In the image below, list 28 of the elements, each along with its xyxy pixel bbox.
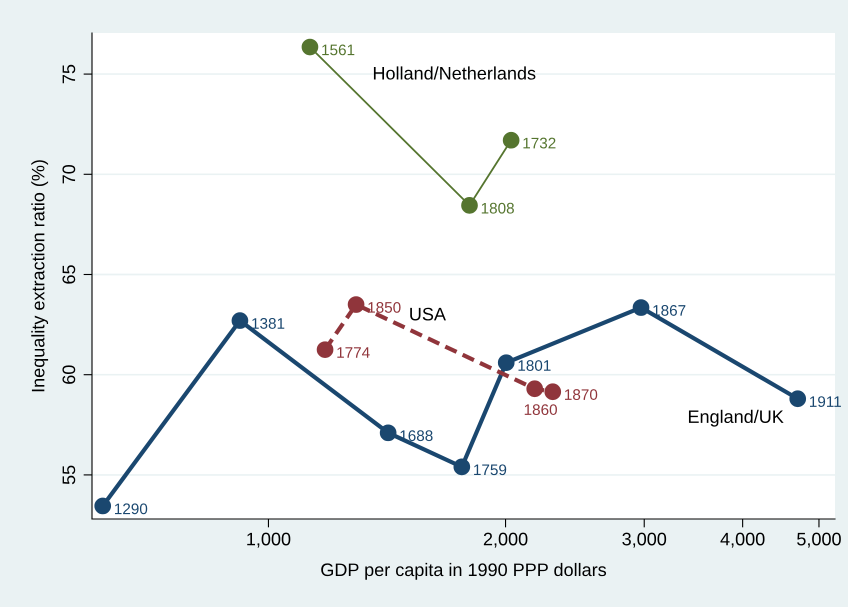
annotation: 1911	[810, 396, 841, 408]
y-tick-label: 55	[62, 466, 76, 484]
annotation: 1850	[368, 302, 401, 313]
x-axis-title: GDP per capita in 1990 PPP dollars	[321, 562, 606, 580]
annotation: 1732	[523, 138, 556, 148]
y-tick-label: 60	[62, 365, 76, 384]
series-label: England/UK	[688, 410, 784, 427]
annotation: 1870	[565, 389, 598, 400]
x-tick-label: 2,000	[484, 532, 528, 548]
annotation: 1381	[252, 318, 284, 329]
x-tick-label: 5,000	[797, 532, 841, 548]
annotation: 1290	[114, 503, 148, 514]
annotation: 1860	[524, 404, 557, 416]
y-tick-label: 65	[62, 265, 76, 284]
annotation: 1801	[518, 360, 551, 371]
y-tick-label: 75	[62, 64, 76, 84]
x-tick-label: 4,000	[720, 532, 765, 548]
y-axis-title: Inequality extraction ratio (%)	[31, 160, 48, 392]
series-label: Holland/Netherlands	[374, 66, 536, 80]
annotation: 1561	[322, 44, 354, 56]
annotation: 1774	[337, 347, 370, 358]
x-tick-label: 1,000	[247, 532, 290, 548]
annotation: 1759	[474, 464, 506, 476]
annotation: 1808	[482, 202, 514, 214]
annotation: 1867	[653, 305, 686, 316]
x-tick-label: 3,000	[622, 532, 666, 548]
series-label: USA	[410, 308, 446, 321]
y-tick-label: 70	[62, 164, 76, 184]
